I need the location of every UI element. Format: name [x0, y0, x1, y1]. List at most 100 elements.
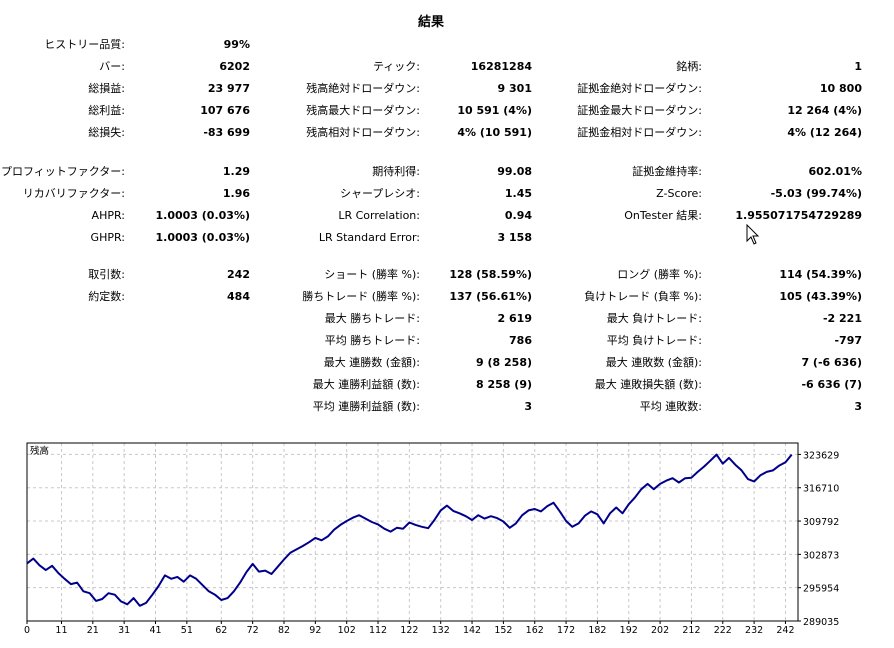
- stat-row-9-c3v: 114 (54.39%): [779, 268, 862, 281]
- results-stats-grid: ヒストリー品質: 99% バー: 6202 ティック: 16281284 銘柄: 1 総損益: 2…: [0, 38, 862, 414]
- stat-row-12-c3v: -797: [834, 334, 862, 347]
- x-tick-label: 72: [247, 625, 259, 636]
- y-tick-label: 295954: [803, 584, 839, 595]
- stat-row-1-c2l: ティック:: [372, 60, 420, 73]
- y-tick-label: 323629: [803, 450, 839, 461]
- stat-row-5-c2l: 期待利得:: [372, 165, 420, 178]
- stat-row-15-c1l: [0, 400, 125, 414]
- x-tick-label: 192: [620, 625, 638, 636]
- stat-row-4-c2v: 4% (10 591): [457, 126, 532, 139]
- stat-row-11-c1l: [0, 312, 125, 326]
- stat-row-9-c2l: ショート (勝率 %):: [324, 268, 420, 281]
- y-tick-label: 289035: [803, 617, 839, 628]
- stat-row-10-c3v: 105 (43.39%): [779, 290, 862, 303]
- stat-row-10-c1l: 約定数:: [88, 290, 125, 303]
- chart-frame: [26, 442, 799, 622]
- stat-row-4-c2l: 残高相対ドローダウン:: [306, 126, 420, 139]
- x-tick-label: 222: [714, 625, 732, 636]
- stat-row-2-c2v: 9 301: [497, 82, 532, 95]
- stat-row-13-c3l: 最大 連敗数 (金額):: [605, 356, 702, 369]
- x-tick-label: 21: [87, 625, 99, 636]
- stat-row-1-c3v: 1: [854, 60, 862, 73]
- stat-row-15-c1v: [125, 400, 250, 414]
- stat-row-10-c1v: 484: [227, 290, 250, 303]
- chart-plot-area: [26, 442, 799, 622]
- stat-row-9-c3l: ロング (勝率 %):: [617, 268, 702, 281]
- x-tick-label: 202: [651, 625, 669, 636]
- stat-row-6-c2l: シャープレシオ:: [339, 187, 420, 200]
- stat-row-12-c2l: 平均 勝ちトレード:: [324, 334, 420, 347]
- balance-chart: 0 11 21 31 41 51 62 72 82 92 102 112 122 132 142 152 162…: [0, 440, 894, 648]
- stat-row-11-c1v: [125, 312, 250, 326]
- stat-row-14-c3l: 最大 連敗損失額 (数):: [594, 378, 702, 391]
- stat-row-5-c1l: プロフィットファクター:: [0, 165, 125, 178]
- stat-row-8-c2v: 3 158: [497, 231, 532, 244]
- stat-row-8-c2l: LR Standard Error:: [318, 231, 420, 244]
- stat-row-8-c1v: 1.0003 (0.03%): [155, 231, 251, 244]
- stat-row-2-c1v: 23 977: [207, 82, 250, 95]
- stat-row-13-c2v: 9 (8 258): [476, 356, 532, 369]
- stat-row-10-c2v: 137 (56.61%): [449, 290, 532, 303]
- stat-row-10-c2l: 勝ちトレード (勝率 %):: [302, 290, 420, 303]
- stat-row-6-c1v: 1.96: [222, 187, 250, 200]
- stat-row-0-c2l: [255, 38, 420, 52]
- stat-row-14-c2v: 8 258 (9): [476, 378, 532, 391]
- stat-row-15-c2l: 平均 連勝利益額 (数):: [312, 400, 420, 413]
- stat-row-0-c1l: ヒストリー品質:: [44, 38, 125, 51]
- stat-row-0-c3v: [702, 38, 862, 52]
- x-tick-label: 102: [338, 625, 356, 636]
- stat-row-4-c3v: 4% (12 264): [787, 126, 862, 139]
- stat-row-4-c1v: -83 699: [203, 126, 250, 139]
- stat-row-10-c3l: 負けトレード (負率 %):: [584, 290, 702, 303]
- stat-row-1-c1l: バー:: [99, 60, 125, 73]
- x-tick-label: 242: [776, 625, 794, 636]
- stat-row-13-c1v: [125, 356, 250, 370]
- stat-row-13-c3v: 7 (-6 636): [801, 356, 862, 369]
- y-tick-label: 316710: [803, 484, 839, 495]
- stat-row-14-c1l: [0, 378, 125, 392]
- stat-row-8-c1l: GHPR:: [90, 231, 125, 244]
- stat-row-12-c1l: [0, 334, 125, 348]
- stat-row-7-c2v: 0.94: [504, 209, 532, 222]
- x-tick-label: 172: [557, 625, 575, 636]
- stat-row-11-c2v: 2 619: [497, 312, 532, 325]
- stat-row-6-c1l: リカバリファクター:: [22, 187, 125, 200]
- x-tick-label: 62: [215, 625, 227, 636]
- balance-series-line: [26, 453, 793, 607]
- stat-row-2-c2l: 残高絶対ドローダウン:: [306, 82, 420, 95]
- stat-row-12-c3l: 平均 負けトレード:: [606, 334, 702, 347]
- x-tick-label: 212: [682, 625, 700, 636]
- chart-legend-balance: 残高: [30, 445, 49, 457]
- y-tick-label: 309792: [803, 517, 839, 528]
- stat-row-0-c3l: [535, 38, 702, 52]
- stat-row-15-c2v: 3: [524, 400, 532, 413]
- y-tick-label: 302873: [803, 550, 839, 561]
- stat-row-5-c3l: 証拠金維持率:: [632, 165, 702, 178]
- stat-row-3-c2l: 残高最大ドローダウン:: [306, 104, 420, 117]
- stat-row-5-c1v: 1.29: [222, 165, 250, 178]
- stat-row-11-c2l: 最大 勝ちトレード:: [324, 312, 420, 325]
- stat-row-2-c3v: 10 800: [819, 82, 862, 95]
- stat-row-7-c3l: OnTester 結果:: [624, 209, 702, 222]
- stat-row-12-c2v: 786: [509, 334, 532, 347]
- stat-row-2-c1l: 総損益:: [88, 82, 125, 95]
- stat-row-4-c3l: 証拠金相対ドローダウン:: [577, 126, 702, 139]
- stat-row-9-c1l: 取引数:: [88, 268, 125, 281]
- stat-row-11-c3l: 最大 負けトレード:: [606, 312, 702, 325]
- stat-row-7-c1v: 1.0003 (0.03%): [155, 209, 251, 222]
- x-tick-label: 11: [55, 625, 67, 636]
- stat-row-13-c1l: [0, 356, 125, 370]
- x-tick-label: 82: [278, 625, 290, 636]
- stat-row-5-c3v: 602.01%: [808, 165, 862, 178]
- stat-row-7-c2l: LR Correlation:: [338, 209, 420, 222]
- x-tick-label: 41: [149, 625, 161, 636]
- stat-row-0-c1v: 99%: [223, 38, 250, 51]
- stat-row-1-c2v: 16281284: [470, 60, 532, 73]
- balance-chart-svg: 0 11 21 31 41 51 62 72 82 92 102 112 122 132 142 152 162…: [24, 442, 839, 636]
- stat-row-8-c3v: [702, 231, 862, 245]
- x-tick-label: 132: [432, 625, 450, 636]
- stat-row-7-c3v: 1.955071754729289: [735, 209, 862, 222]
- stat-row-5-c2v: 99.08: [497, 165, 532, 178]
- results-title: 結果: [417, 15, 444, 30]
- stat-row-15-c3l: 平均 連敗数:: [639, 400, 702, 413]
